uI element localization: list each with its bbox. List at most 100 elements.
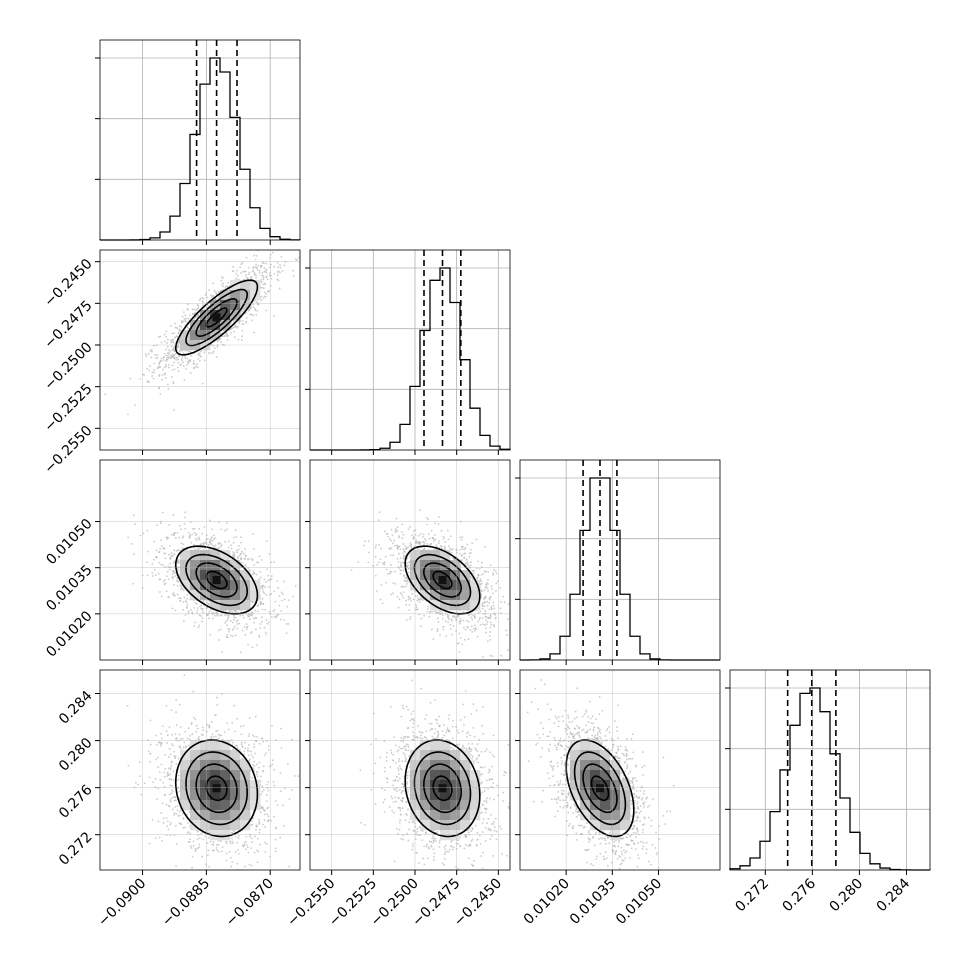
scatter-point (169, 556, 172, 559)
scatter-point (142, 532, 145, 535)
scatter-point (196, 315, 199, 318)
scatter-point (175, 326, 178, 329)
scatter-point (484, 609, 487, 612)
scatter-point (233, 330, 236, 333)
scatter-point (187, 317, 190, 320)
scatter-point (477, 611, 480, 614)
scatter-point (444, 620, 447, 623)
scatter-point (491, 655, 494, 658)
scatter-point (392, 542, 394, 545)
scatter-point (153, 569, 156, 571)
scatter-point (127, 413, 129, 416)
scatter-point (390, 539, 393, 542)
scatter-point (241, 614, 244, 617)
scatter-point (175, 550, 178, 552)
scatter-point (159, 335, 162, 338)
scatter-point (265, 271, 268, 274)
scatter-point (201, 382, 204, 385)
scatter-point (401, 537, 404, 540)
scatter-point (236, 269, 239, 272)
scatter-point (254, 266, 257, 268)
scatter-point (270, 578, 273, 581)
scatter-point (267, 579, 269, 582)
scatter-point (225, 528, 228, 531)
scatter-point (159, 360, 162, 363)
scatter-point (378, 544, 380, 546)
scatter-point (374, 574, 377, 577)
scatter-point (489, 564, 492, 567)
scatter-point (212, 282, 215, 285)
scatter-point (237, 338, 240, 341)
scatter-point (414, 542, 417, 545)
scatter-point (163, 552, 166, 555)
scatter-point (244, 557, 247, 560)
scatter-point (233, 552, 236, 555)
scatter-point (213, 545, 216, 548)
scatter-point (173, 534, 176, 537)
density-cell (190, 560, 201, 571)
scatter-point (468, 555, 471, 558)
scatter-point (173, 549, 176, 552)
hist-frame-1 (309, 249, 511, 451)
scatter-point (159, 366, 162, 368)
scatter-point (401, 523, 404, 526)
scatter-point (184, 357, 187, 359)
scatter-point (439, 545, 442, 548)
scatter-point (196, 308, 199, 311)
scatter-point (164, 363, 167, 366)
scatter-point (226, 633, 229, 636)
scatter-point (350, 569, 353, 571)
scatter-point (166, 570, 169, 573)
scatter-point (197, 548, 200, 550)
scatter-point (230, 331, 232, 334)
hist-bg-3 (730, 670, 930, 870)
scatter-point (167, 387, 170, 390)
scatter-point (403, 585, 405, 588)
scatter-point (393, 544, 396, 547)
scatter-point (483, 605, 486, 608)
scatter-point (214, 544, 217, 547)
scatter-point (225, 522, 228, 525)
scatter-point (280, 256, 283, 258)
panel-1-0 (95, 243, 301, 455)
scatter-point (151, 371, 154, 374)
scatter-point (493, 607, 496, 610)
scatter-point (173, 553, 176, 555)
scatter-point (273, 272, 276, 275)
scatter-point (379, 598, 382, 601)
scatter-point (178, 339, 181, 341)
scatter-point (417, 598, 419, 600)
scatter-point (187, 362, 190, 365)
scatter-point (398, 545, 401, 548)
scatter-point (177, 549, 179, 552)
scatter-point (459, 617, 462, 620)
scatter-point (193, 318, 196, 321)
scatter-point (210, 537, 212, 540)
hist-panel-2 (515, 459, 721, 661)
scatter-point (402, 574, 405, 577)
scatter-point (448, 618, 451, 621)
scatter-point (256, 309, 259, 312)
density-cell (240, 290, 251, 301)
scatter-point (277, 266, 279, 269)
scatter-point (270, 593, 273, 595)
scatter-point (226, 333, 229, 336)
scatter-point (435, 611, 437, 614)
scatter-point (171, 353, 174, 356)
scatter-point (463, 553, 465, 556)
scatter-point (262, 276, 265, 279)
scatter-point (160, 341, 163, 344)
scatter-point (245, 565, 247, 567)
scatter-point (186, 364, 188, 366)
scatter-point (275, 243, 277, 245)
scatter-point (449, 547, 452, 550)
scatter-point (165, 536, 168, 539)
scatter-point (207, 543, 210, 546)
scatter-point (133, 553, 135, 556)
scatter-point (264, 581, 267, 584)
scatter-point (199, 354, 201, 357)
scatter-point (466, 543, 469, 546)
scatter-point (130, 543, 133, 545)
scatter-point (407, 595, 410, 598)
scatter-point (233, 619, 235, 621)
